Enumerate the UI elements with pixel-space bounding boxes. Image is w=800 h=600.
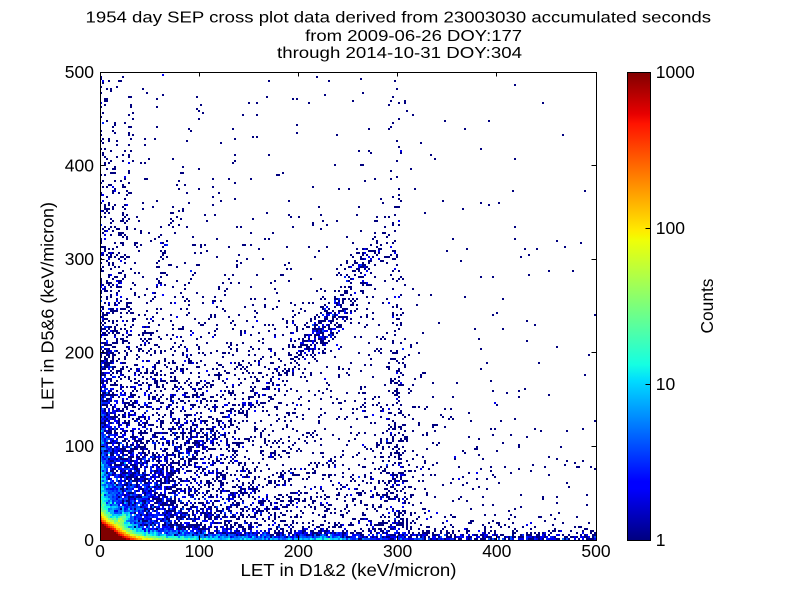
svg-text:1954 day SEP cross plot data d: 1954 day SEP cross plot data derived fro… xyxy=(86,10,712,27)
svg-text:1: 1 xyxy=(656,530,666,550)
svg-text:200: 200 xyxy=(284,541,313,561)
svg-text:400: 400 xyxy=(65,155,94,175)
svg-text:500: 500 xyxy=(65,62,94,82)
svg-text:Counts: Counts xyxy=(697,278,717,333)
svg-text:300: 300 xyxy=(65,249,94,269)
svg-text:LET in D5&6 (keV/micron): LET in D5&6 (keV/micron) xyxy=(38,202,58,410)
svg-text:from 2009-06-26 DOY:177: from 2009-06-26 DOY:177 xyxy=(305,28,522,45)
svg-text:through 2014-10-31 DOY:304: through 2014-10-31 DOY:304 xyxy=(277,45,522,62)
svg-text:10: 10 xyxy=(656,374,676,394)
svg-text:100: 100 xyxy=(185,541,214,561)
svg-text:1000: 1000 xyxy=(656,62,695,82)
svg-text:0: 0 xyxy=(95,541,105,561)
svg-text:LET in D1&2 (keV/micron): LET in D1&2 (keV/micron) xyxy=(241,560,457,580)
svg-text:200: 200 xyxy=(65,343,94,363)
svg-text:100: 100 xyxy=(65,436,94,456)
svg-text:300: 300 xyxy=(383,541,412,561)
svg-text:0: 0 xyxy=(84,530,94,550)
svg-text:500: 500 xyxy=(581,541,610,561)
svg-text:100: 100 xyxy=(656,218,685,238)
svg-text:400: 400 xyxy=(482,541,511,561)
